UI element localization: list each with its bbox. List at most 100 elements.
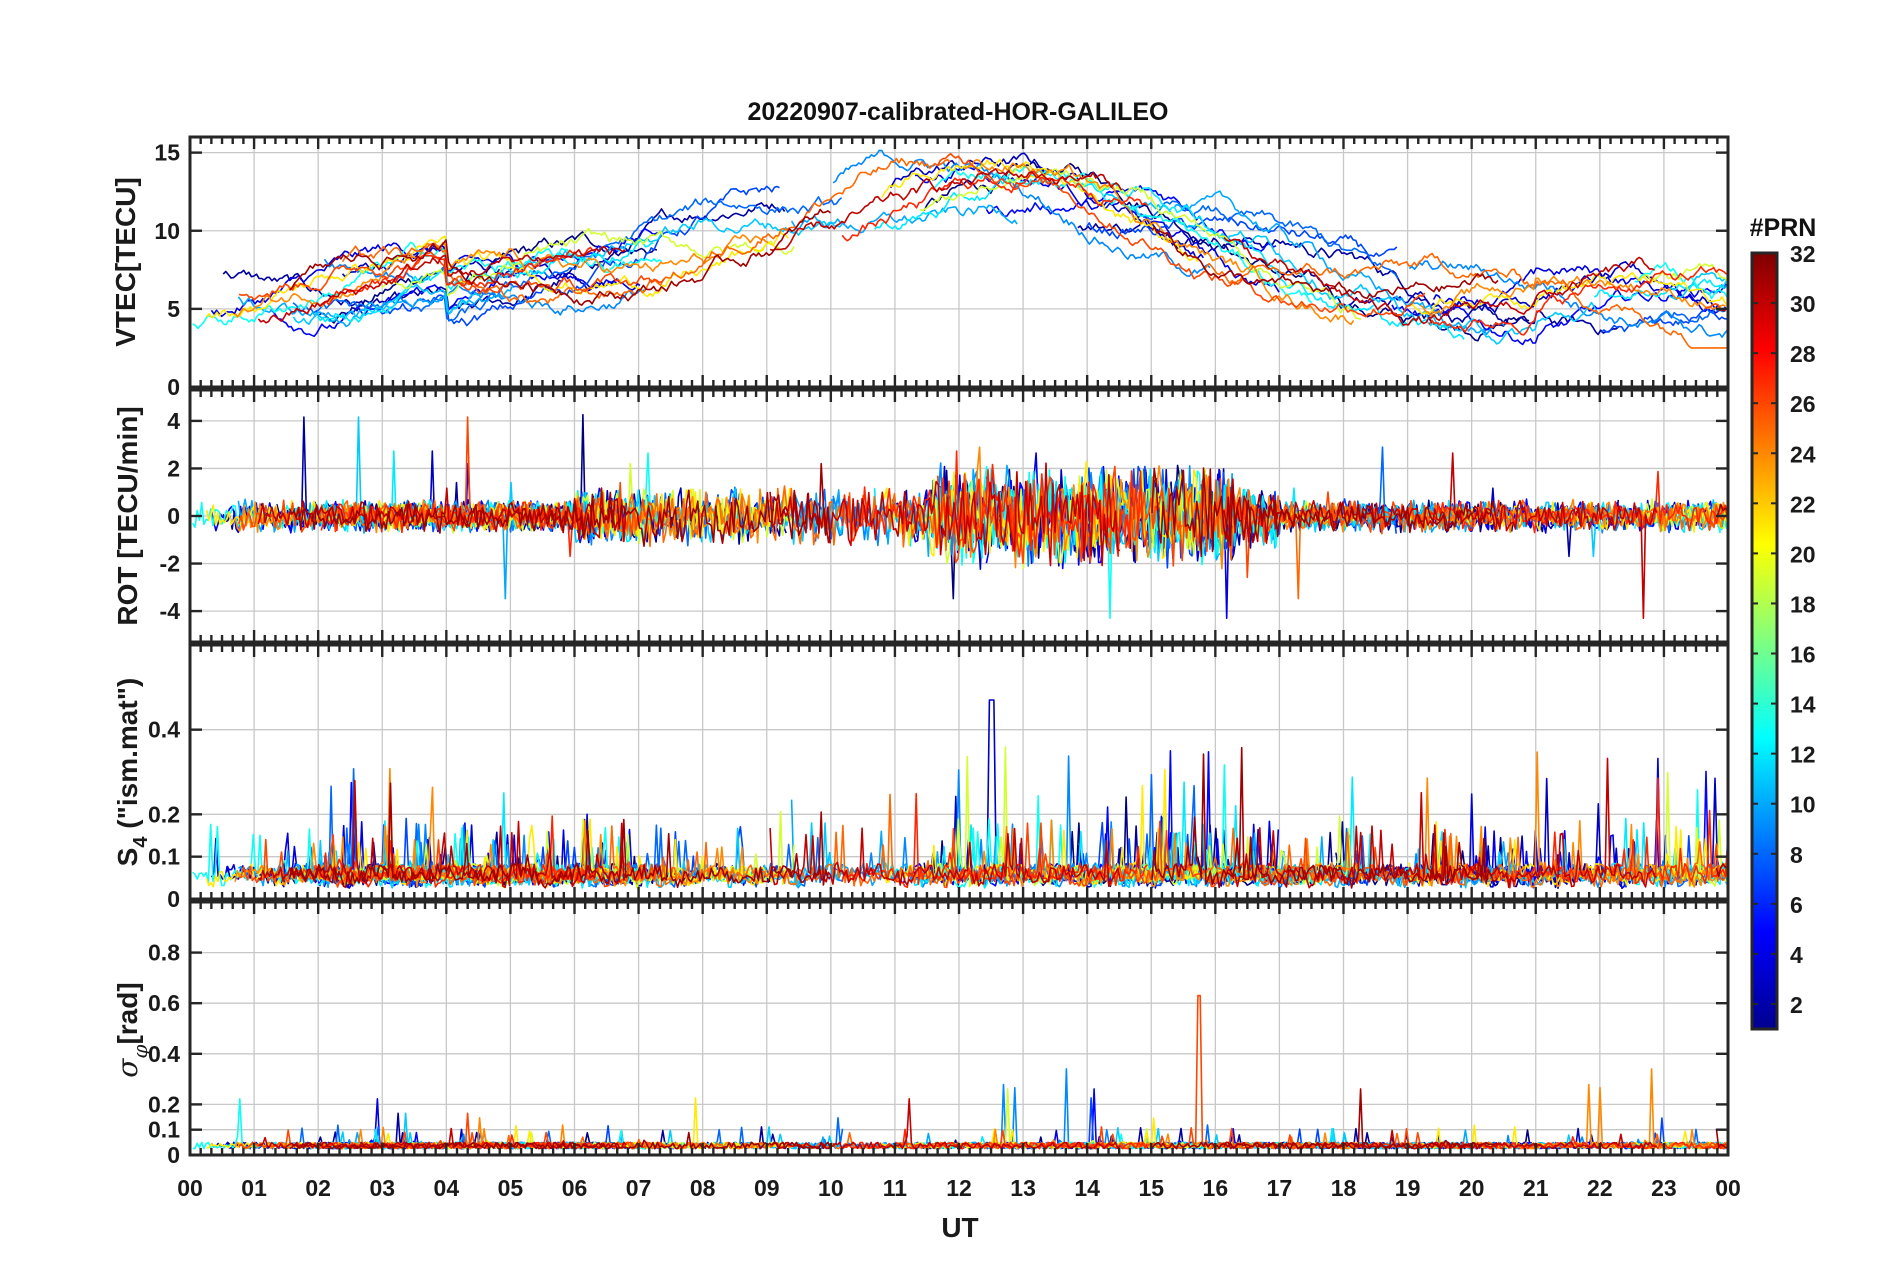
s4-y-axis-label: S4 ("ism.mat") <box>112 678 152 867</box>
vtec-axes-frame <box>188 135 1730 389</box>
s4-label-sub: 4 <box>130 836 152 848</box>
colorbar-tick-label: 22 <box>1790 491 1816 517</box>
vtec-trace-prn-9 <box>1408 260 1728 338</box>
rot-trace-prn-26 <box>238 416 666 540</box>
sigma-phi-y-tick-label: 0.1 <box>148 1117 180 1143</box>
sigma-phi-y-tick-label: 0 <box>167 1142 180 1168</box>
sigma-phi-y-axis-label: σφ[rad] <box>111 982 152 1077</box>
x-tick-label: 12 <box>946 1175 972 1201</box>
vtec-trace-prn-10 <box>790 204 1018 234</box>
vtec-trace-prn-30 <box>769 168 1123 251</box>
sigma-phi-trace-prn-30 <box>770 1098 1121 1150</box>
rot-axes-frame <box>188 388 1730 644</box>
vtec-y-tick-label: 15 <box>154 140 180 166</box>
rot-trace-prn-31 <box>288 462 831 547</box>
rot-trace-prn-26 <box>1704 504 1729 531</box>
rot-y-tick-labels: -4 -2 0 2 4 <box>160 408 181 624</box>
x-tick-label: 15 <box>1138 1175 1164 1201</box>
vtec-trace-prn-19 <box>919 168 1362 320</box>
colorbar-tick-label: 28 <box>1790 341 1816 367</box>
x-tick-label: 08 <box>690 1175 716 1201</box>
vtec-trace-prn-31 <box>1151 226 1499 299</box>
rot-y-tick-label: -4 <box>160 598 181 624</box>
s4-trace-prn-31 <box>1151 746 1499 889</box>
sigma-phi-trace-prn-26 <box>1704 1142 1728 1150</box>
x-tick-label: 03 <box>369 1175 395 1201</box>
chart-title: 20220907-calibrated-HOR-GALILEO <box>748 98 1169 126</box>
sigma-phi-series <box>192 994 1729 1150</box>
x-tick-label: 21 <box>1523 1175 1549 1201</box>
sigma-phi-grid <box>190 902 1728 1156</box>
colorbar-tick-label: 32 <box>1790 241 1816 267</box>
sigma-phi-label-main: σ <box>111 1058 144 1078</box>
x-tick-label: 16 <box>1203 1175 1229 1201</box>
rot-trace-prn-31 <box>1151 467 1499 558</box>
vtec-trace-prn-5 <box>1391 283 1729 346</box>
x-tick-label: 05 <box>498 1175 524 1201</box>
s4-y-tick-label: 0.1 <box>148 844 180 870</box>
s4-trace-prn-31 <box>1715 863 1728 878</box>
x-tick-label: 10 <box>818 1175 844 1201</box>
vtec-series <box>192 149 1729 349</box>
colorbar-tick-label: 30 <box>1790 291 1816 317</box>
sigma-phi-trace-prn-27 <box>1428 1136 1728 1150</box>
vtec-trace-prn-13 <box>934 166 1313 304</box>
s4-y-tick-label: 0.2 <box>148 801 180 827</box>
rot-trace-prn-26 <box>936 465 1426 579</box>
s4-y-tick-label: 0 <box>167 886 180 912</box>
vtec-panel: 0 5 10 15 VTEC[TECU] <box>110 135 1730 400</box>
colorbar-tick-label: 8 <box>1790 842 1803 868</box>
sigma-phi-trace-prn-31 <box>289 1131 831 1150</box>
s4-label-rest: ("ism.mat") <box>112 678 143 837</box>
s4-series <box>192 699 1729 890</box>
rot-y-tick-label: 0 <box>167 503 180 529</box>
vtec-trace-prn-8 <box>1130 200 1399 279</box>
colorbar-tick-label: 24 <box>1790 441 1816 467</box>
rot-trace-prn-30 <box>1223 452 1658 619</box>
colorbar-tick-label: 4 <box>1790 942 1803 968</box>
s4-trace-prn-30 <box>257 779 627 889</box>
x-tick-label: 09 <box>754 1175 780 1201</box>
vtec-y-axis-label: VTEC[TECU] <box>110 177 141 347</box>
sigma-phi-trace-prn-31 <box>1151 1088 1498 1150</box>
x-tick-label: 04 <box>434 1175 460 1201</box>
vtec-trace-prn-26 <box>936 152 1426 318</box>
vtec-trace-prn-27 <box>1428 266 1728 336</box>
x-tick-label: 17 <box>1267 1175 1293 1201</box>
colorbar-tick-label: 14 <box>1790 692 1816 718</box>
vtec-trace-prn-12 <box>316 239 654 323</box>
x-tick-label: 02 <box>305 1175 331 1201</box>
s4-trace-prn-27 <box>841 792 1148 889</box>
vtec-trace-prn-9 <box>323 258 646 316</box>
s4-trace-prn-30 <box>769 827 1121 887</box>
colorbar-tick-label: 12 <box>1790 742 1816 768</box>
x-tick-label: 14 <box>1074 1175 1100 1201</box>
sigma-phi-y-tick-label: 0.2 <box>148 1091 180 1117</box>
vtec-trace-prn-27 <box>841 170 1148 242</box>
colorbar-gradient <box>1750 251 1779 1031</box>
rot-series <box>192 413 1729 619</box>
colorbar-tick-label: 6 <box>1790 892 1803 918</box>
sigma-phi-panel: 00.10.2 0.4 0.6 0.8 σφ[rad] <box>111 900 1730 1168</box>
rot-y-tick-label: -2 <box>160 551 180 577</box>
sigma-phi-y-tick-label: 0.4 <box>148 1041 180 1067</box>
sigma-phi-label-sub: φ <box>128 1045 152 1059</box>
colorbar-tick-label: 18 <box>1790 591 1816 617</box>
vtec-trace-prn-8 <box>1650 306 1726 324</box>
rot-trace-prn-24 <box>963 446 1353 570</box>
rot-trace-prn-31 <box>1715 503 1728 518</box>
x-tick-label: 00 <box>177 1175 203 1201</box>
s4-trace-prn-31 <box>288 782 831 889</box>
sigma-phi-trace-prn-31 <box>1715 1128 1728 1149</box>
x-axis-label: UT <box>941 1212 978 1243</box>
s4-label-main: S <box>112 848 143 867</box>
vtec-trace-prn-7 <box>1085 215 1398 258</box>
s4-trace-prn-30 <box>1223 757 1657 889</box>
s4-axes-frame <box>188 643 1730 901</box>
rot-panel: -4 -2 0 2 4 ROT [TECU/min] <box>112 388 1730 644</box>
x-tick-label: 20 <box>1459 1175 1485 1201</box>
sigma-phi-y-tick-labels: 00.10.2 0.4 0.6 0.8 <box>148 940 180 1168</box>
vtec-trace-prn-24 <box>963 158 1355 326</box>
